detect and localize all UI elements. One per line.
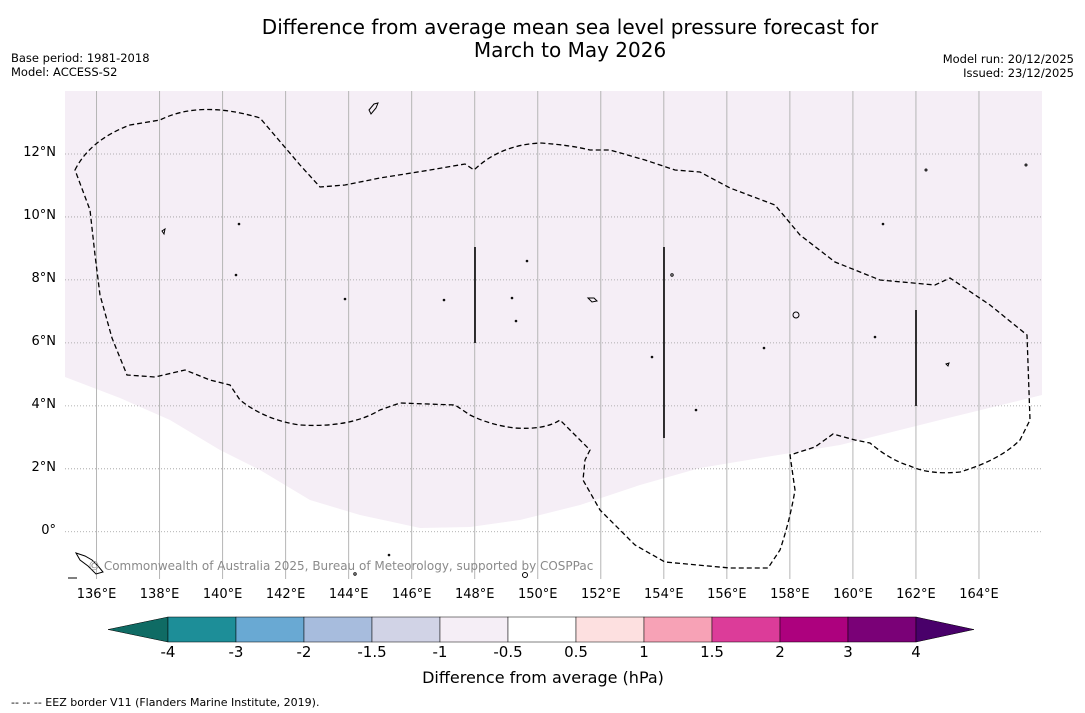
colorbar-tick-label: -2: [296, 643, 312, 661]
issued-label: Issued: 23/12/2025: [963, 66, 1074, 80]
latitude-tick-label: 0°: [41, 522, 56, 538]
colorbar-segment: [507, 616, 577, 643]
eez-boundary-verticals: [474, 247, 917, 438]
colorbar-tick-label: 1.5: [700, 643, 724, 661]
colorbar-high-extend: [915, 616, 975, 643]
longitude-tick-label: 150°E: [517, 587, 558, 602]
colorbar-segment: [575, 616, 645, 643]
longitude-tick-label: 160°E: [833, 587, 873, 602]
colorbar-tick-label: -1.5: [357, 643, 387, 661]
colorbar-segment: [235, 616, 305, 643]
islands: [68, 102, 1028, 579]
colorbar-tick-label: 0.5: [564, 643, 588, 661]
graticule: [65, 91, 1042, 579]
colorbar-title: Difference from average (hPa): [422, 668, 664, 687]
colorbar-segment: [167, 616, 237, 643]
copyright-credit: © Commonwealth of Australia 2025, Bureau…: [88, 559, 594, 573]
base-period-label: Base period: 1981-2018: [11, 51, 150, 65]
colorbar-segment: [711, 616, 781, 643]
colorbar-segment: [439, 616, 509, 643]
latitude-tick-label: 8°N: [31, 270, 57, 286]
colorbar-segment: [847, 616, 917, 643]
model-run-label: Model run: 20/12/2025: [942, 52, 1074, 66]
latitude-tick-label: 2°N: [31, 459, 57, 475]
eez-border-dashed: [74, 108, 1031, 569]
eez-legend-note: -- -- -- EEZ border V11 (Flanders Marine…: [11, 696, 320, 709]
colorbar-segment: [371, 616, 441, 643]
title-line-1: Difference from average mean sea level p…: [261, 15, 879, 39]
colorbar-tick-label: 1: [639, 643, 649, 661]
colorbar-segment: [779, 616, 849, 643]
colorbar-segment: [303, 616, 373, 643]
colorbar-tick-label: 3: [843, 643, 853, 661]
colorbar-tick-label: 4: [911, 643, 921, 661]
title-line-2: March to May 2026: [473, 38, 667, 62]
colorbar-tick-label: -1: [432, 643, 448, 661]
colorbar-tick-label: 2: [775, 643, 785, 661]
longitude-tick-label: 164°E: [959, 587, 999, 602]
longitude-tick-label: 144°E: [328, 587, 369, 602]
longitude-tick-label: 158°E: [770, 587, 810, 602]
longitude-tick-label: 140°E: [202, 587, 243, 602]
latitude-tick-label: 6°N: [31, 333, 57, 349]
colorbar-tick-label: -3: [228, 643, 244, 661]
longitude-tick-label: 136°E: [76, 587, 117, 602]
shaded-pressure-region: [65, 91, 1042, 528]
latitude-tick-label: 10°N: [23, 207, 56, 223]
colorbar-low-extend: [107, 616, 169, 643]
longitude-tick-label: 138°E: [139, 587, 180, 602]
longitude-tick-label: 146°E: [391, 587, 432, 602]
longitude-tick-label: 142°E: [265, 587, 306, 602]
colorbar-segment: [643, 616, 713, 643]
longitude-tick-label: 148°E: [454, 587, 495, 602]
colorbar-tick-label: -0.5: [493, 643, 523, 661]
latitude-tick-label: 12°N: [23, 144, 56, 160]
longitude-tick-label: 154°E: [644, 587, 684, 602]
longitude-tick-label: 162°E: [896, 587, 936, 602]
longitude-tick-label: 152°E: [581, 587, 621, 602]
model-label: Model: ACCESS-S2: [11, 65, 118, 79]
latitude-tick-label: 4°N: [31, 396, 57, 412]
colorbar-tick-label: -4: [160, 643, 176, 661]
colorbar: [107, 616, 975, 643]
longitude-tick-label: 156°E: [707, 587, 747, 602]
